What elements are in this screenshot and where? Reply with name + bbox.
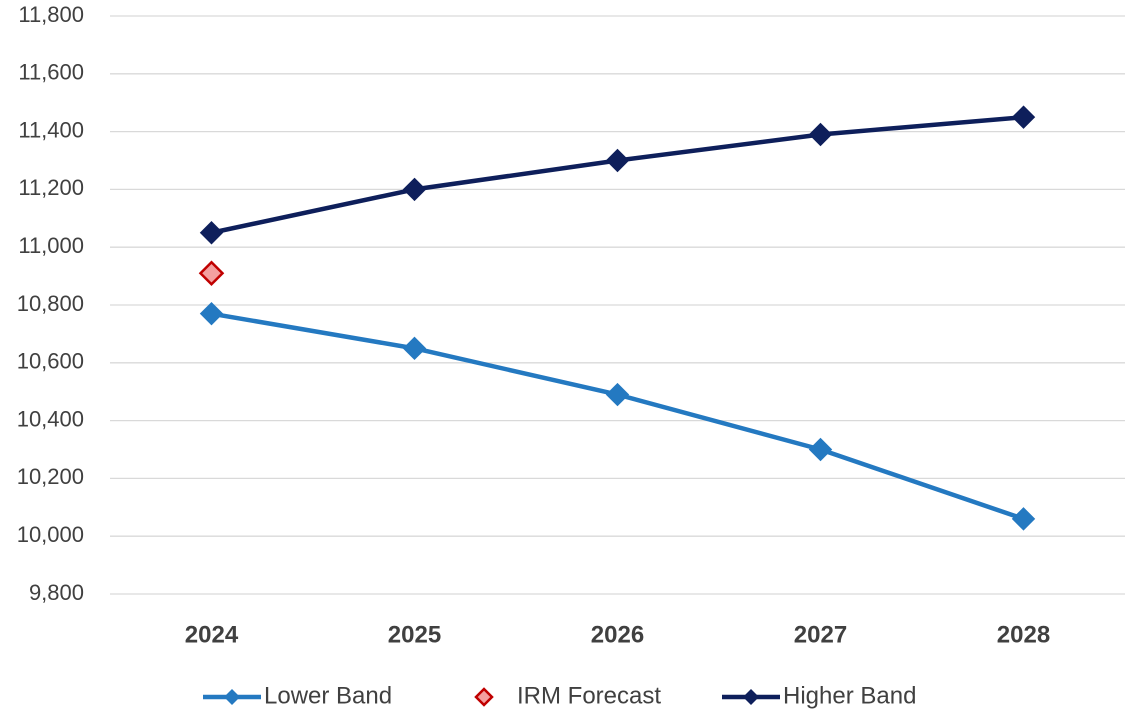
y-tick-label: 11,800 [18,2,84,27]
marker [808,437,833,462]
legend-marker [474,687,494,707]
y-tick-label: 10,800 [17,291,84,316]
series-line [211,311,1025,521]
y-tick-label: 10,400 [17,406,84,431]
y-tick-label: 11,600 [18,60,84,85]
legend-marker [224,689,240,705]
series-line [211,114,1024,235]
x-tick-label: 2024 [185,621,239,648]
legend-marker [743,689,759,705]
marker [1011,507,1036,531]
marker [1011,105,1036,129]
marker [198,260,225,286]
marker [402,336,427,361]
y-tick-label: 10,600 [17,349,84,374]
legend-label: Lower Band [264,682,392,709]
y-tick-label: 11,000 [18,233,84,258]
marker [808,122,833,147]
y-tick-label: 11,200 [18,175,84,200]
x-tick-label: 2028 [997,621,1050,648]
y-tick-label: 10,000 [17,522,84,547]
y-tick-label: 10,200 [17,464,84,489]
x-tick-label: 2025 [388,621,441,648]
legend-label: Higher Band [783,682,916,709]
y-tick-label: 11,400 [18,117,84,142]
marker [605,148,630,173]
marker [605,382,630,407]
x-tick-label: 2027 [794,621,847,648]
marker [402,177,427,202]
marker [199,301,224,326]
marker [199,221,224,245]
legend-label: IRM Forecast [517,682,661,709]
x-tick-label: 2026 [591,621,644,648]
y-tick-label: 9,800 [29,580,84,605]
